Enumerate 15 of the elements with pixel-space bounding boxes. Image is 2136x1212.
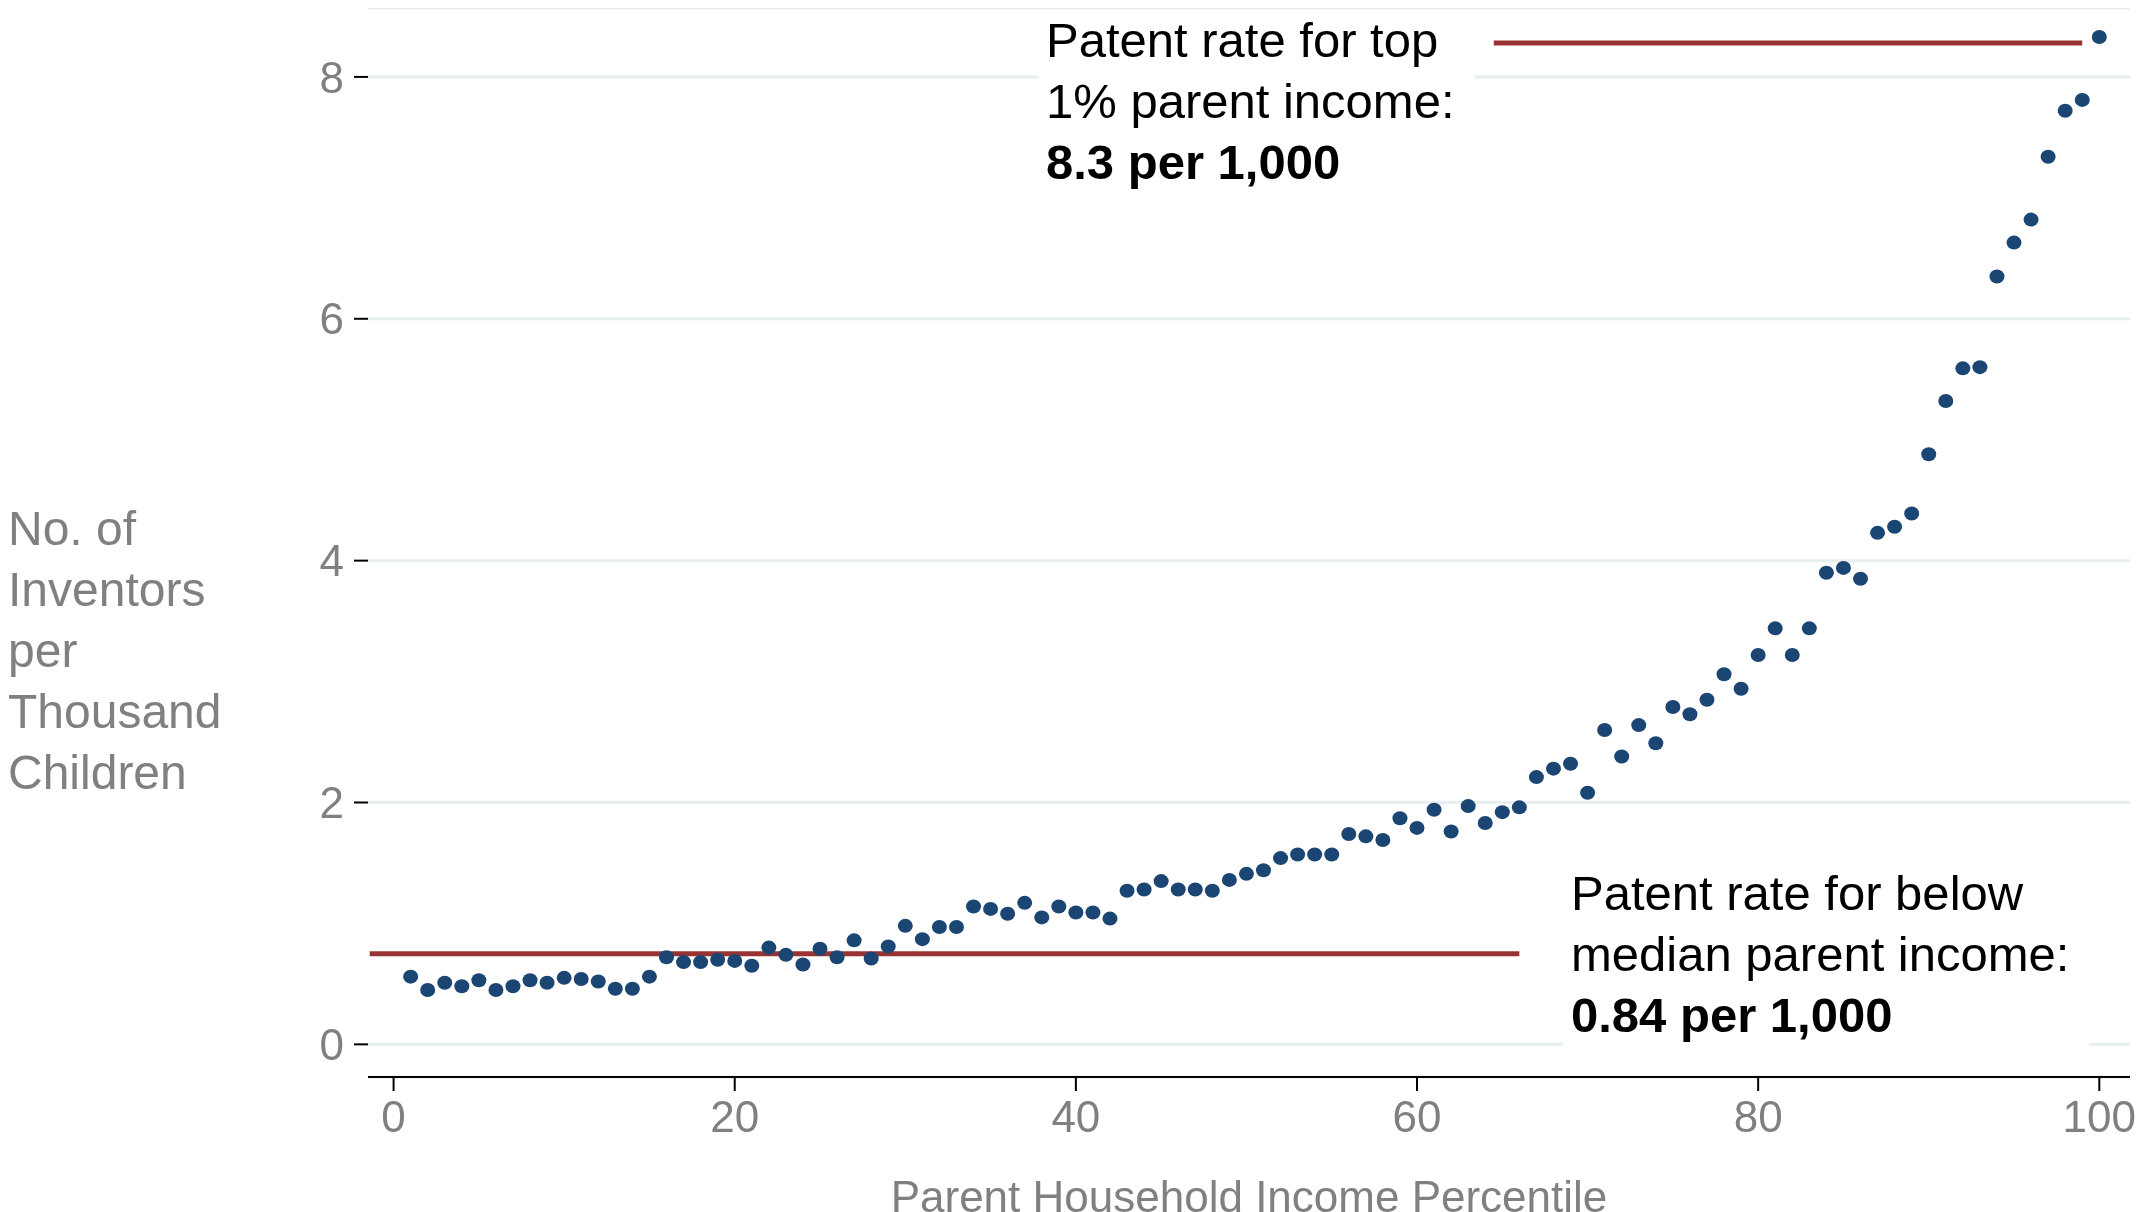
y-axis-title: No. of Inventors per Thousand Children: [8, 501, 223, 801]
y-tick-label: 2: [319, 778, 344, 828]
x-tick-label: 20: [710, 1092, 760, 1142]
y-tick-label: 0: [319, 1019, 344, 1069]
y-tick-label: 4: [319, 536, 344, 586]
annotation: Patent rate for top 1% parent income: 8.3 per 1,000: [1046, 12, 1455, 191]
x-tick-label: 60: [1392, 1092, 1442, 1142]
x-tick-label: 40: [1051, 1092, 1101, 1142]
y-tick-label: 6: [319, 294, 344, 344]
x-tick-label: 0: [381, 1092, 406, 1142]
x-tick-label: 100: [2062, 1092, 2136, 1142]
y-tick-label: 8: [319, 52, 344, 102]
x-tick-label: 80: [1733, 1092, 1783, 1142]
x-axis-title: Parent Household Income Percentile: [890, 1172, 1608, 1212]
annotation: Patent rate for below median parent income: 0.84 per 1,000: [1571, 865, 2070, 1044]
